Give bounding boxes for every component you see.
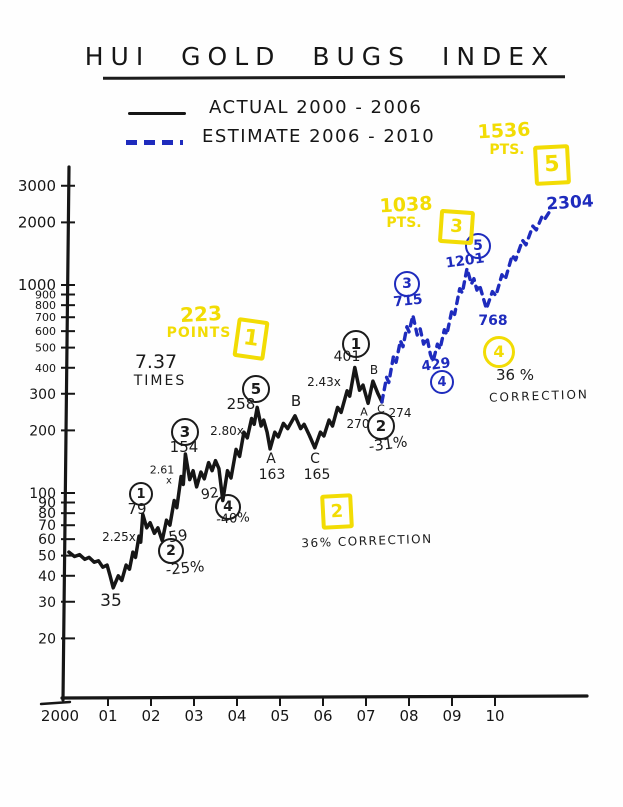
y-tick-label: 800 <box>35 299 56 312</box>
legend-estimate-line-swatch <box>126 140 183 145</box>
x-tick-label: 07 <box>356 707 375 725</box>
y-tick-label: 500 <box>35 342 56 355</box>
legend-actual-line-swatch <box>128 112 186 115</box>
x-tick-label: 09 <box>442 707 461 725</box>
y-tick-label: 3000 <box>18 177 56 195</box>
legend-actual-label: ACTUAL 2000 - 2006 <box>209 97 423 118</box>
x-tick-label: 05 <box>270 707 289 725</box>
y-tick-label: 40 <box>38 569 56 585</box>
page-title: HUI GOLD BUGS INDEX <box>84 42 556 71</box>
y-tick-label: 300 <box>29 387 56 403</box>
y-tick-label: 600 <box>35 325 56 338</box>
x-tick-label: 01 <box>98 707 117 725</box>
y-tick-label: 200 <box>29 423 56 439</box>
y-tick-label: 900 <box>35 289 56 302</box>
y-tick-label: 50 <box>38 549 56 565</box>
y-tick-label: 20 <box>38 631 56 647</box>
y-axis <box>61 165 71 702</box>
estimate-series-path <box>380 207 553 404</box>
y-tick-label: 60 <box>38 532 56 548</box>
x-tick-label: 04 <box>227 707 246 725</box>
y-tick-label: 100 <box>29 486 56 502</box>
x-tick-label: 2000 <box>41 707 79 725</box>
y-tick-label: 30 <box>38 595 56 611</box>
x-tick-label: 03 <box>184 707 203 725</box>
x-tick-label: 02 <box>141 707 160 725</box>
y-tick-label: 1000 <box>18 276 56 294</box>
y-tick-label: 80 <box>38 506 56 522</box>
actual-series-path <box>67 365 384 590</box>
x-tick-label: 06 <box>313 707 332 725</box>
y-tick-label: 70 <box>38 518 56 534</box>
legend-estimate-label: ESTIMATE 2006 - 2010 <box>202 126 436 147</box>
axis-foot <box>39 700 72 706</box>
x-axis <box>60 694 589 700</box>
x-tick-label: 08 <box>399 707 418 725</box>
y-tick-label: 700 <box>35 311 56 324</box>
y-tick-label: 90 <box>38 496 56 512</box>
y-tick-label: 400 <box>35 362 56 375</box>
x-tick-label: 10 <box>485 707 504 725</box>
y-tick-label: 2000 <box>18 213 56 231</box>
